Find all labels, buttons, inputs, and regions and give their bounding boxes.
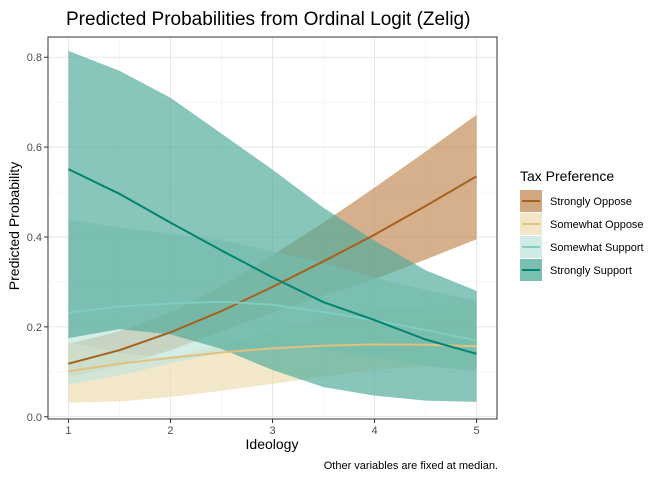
y-tick-label: 0.4 [27,232,42,244]
line-somewhat-support [68,300,477,342]
y-axis-ticks: 0.0 0.2 0.4 0.6 0.8 [27,52,48,424]
line-strongly-support [67,168,477,355]
chart-caption: Other variables are fixed at median. [324,460,498,472]
line-somewhat-oppose [68,343,477,373]
y-axis-title: Predicted Probability [6,162,22,290]
series-lines [67,168,478,373]
legend-item-somewhat-oppose: Somewhat Oppose [520,213,644,235]
legend-label: Somewhat Oppose [550,219,644,231]
legend-item-somewhat-support: Somewhat Support [520,236,644,258]
x-tick-label: 4 [371,425,377,437]
chart-title: Predicted Probabilities from Ordinal Log… [66,9,470,30]
legend-title: Tax Preference [520,168,614,184]
y-tick-label: 0.0 [27,412,42,424]
legend-label: Strongly Support [550,265,632,277]
legend-item-strongly-oppose: Strongly Oppose [520,190,632,212]
x-tick-label: 3 [269,425,275,437]
legend-label: Somewhat Support [550,242,644,254]
y-tick-label: 0.6 [27,142,42,154]
legend-label: Strongly Oppose [550,196,632,208]
x-axis-ticks: 1 2 3 4 5 [65,419,480,437]
line-strongly-oppose [68,175,478,365]
x-tick-label: 5 [474,425,480,437]
y-tick-label: 0.8 [27,52,42,64]
x-tick-label: 1 [65,425,71,437]
y-tick-label: 0.2 [27,322,42,334]
legend-item-strongly-support: Strongly Support [520,259,632,281]
ribbon-strongly-support [68,50,477,402]
x-axis-title: Ideology [246,436,299,452]
confidence-ribbons [68,50,477,403]
legend: Tax Preference Strongly Oppose Somewhat O… [520,168,644,281]
x-tick-label: 2 [167,425,173,437]
